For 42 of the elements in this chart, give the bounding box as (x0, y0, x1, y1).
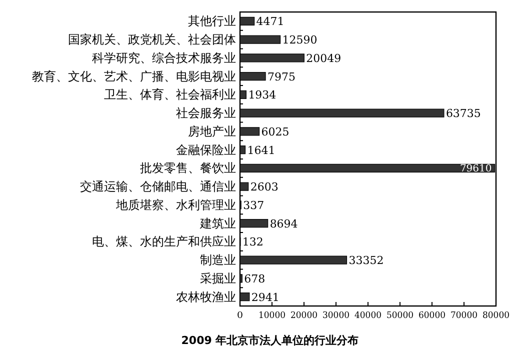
data-label: 12590 (282, 34, 318, 47)
data-label: 7975 (268, 70, 296, 84)
y-tick-label: 教育、文化、艺术、广播、电影电视业 (32, 69, 236, 84)
y-tick-label: 卫生、体育、社会福利业 (104, 88, 236, 102)
data-label: 678 (244, 272, 266, 286)
y-tick-label: 社会服务业 (176, 106, 236, 120)
y-tick-label: 采掘业 (200, 271, 236, 286)
y-tick-label: 电、煤、水的生产和供应业 (92, 234, 236, 249)
y-tick-label: 国家机关、政党机关、社会团体 (68, 32, 236, 47)
data-label: 6025 (261, 125, 290, 138)
y-tick-label: 建筑业 (199, 216, 236, 230)
data-label: 1641 (247, 144, 276, 157)
text: 2009 年北京市法人单位的行业分布 (181, 334, 359, 347)
x-tick-label: 60000 (418, 311, 448, 321)
x-tick-label: 20000 (290, 311, 320, 321)
data-label: 63735 (446, 107, 481, 120)
data-label: 132 (242, 236, 264, 249)
y-tick-label: 交通运输、仓储邮电、通信业 (80, 180, 236, 194)
data-label: 33352 (348, 254, 384, 268)
y-tick-label: 批发零售、餐饮业 (140, 161, 236, 176)
y-tick-label: 金融保险业 (176, 142, 236, 157)
data-label: 2603 (250, 180, 278, 194)
x-tick-label: 40000 (354, 311, 384, 321)
x-tick-label: 30000 (322, 311, 352, 321)
data-label: 2941 (251, 290, 280, 304)
data-label: 1934 (248, 88, 276, 102)
x-tick-label: 50000 (386, 311, 416, 321)
data-label: 4471 (256, 15, 284, 28)
data-label: 20049 (306, 52, 342, 65)
x-tick-label: 70000 (450, 311, 480, 321)
y-tick-label: 其他行业 (188, 14, 236, 28)
x-tick-label: 80000 (482, 311, 512, 321)
y-tick-label: 科学研究、综合技术服务业 (92, 50, 236, 65)
data-label: 79610 (460, 164, 492, 175)
y-tick-label: 地质堪察、水利管理业 (115, 198, 236, 212)
data-label: 337 (243, 198, 264, 212)
y-tick-label: 房地产业 (188, 124, 236, 138)
x-tick-label: 0 (237, 311, 244, 321)
y-tick-label: 农林牧渔业 (176, 290, 236, 304)
data-label: 8694 (270, 217, 298, 230)
y-tick-label: 制造业 (200, 253, 236, 268)
x-tick-label: 10000 (258, 311, 288, 321)
